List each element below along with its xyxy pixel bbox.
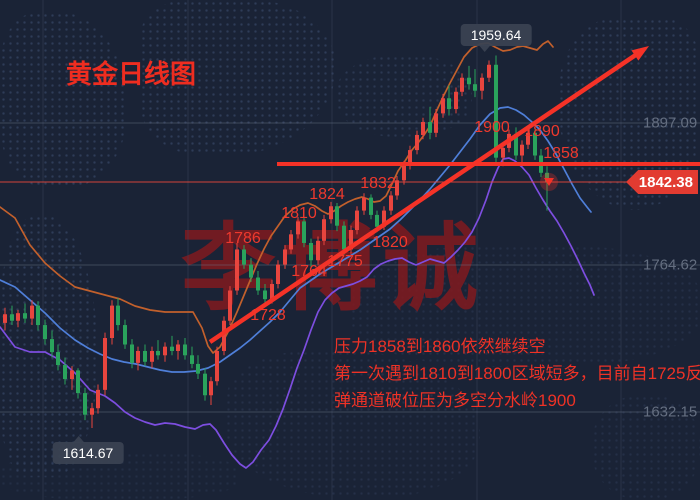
candle-body xyxy=(143,350,147,362)
candle-body xyxy=(96,389,100,409)
candle-body xyxy=(150,350,154,362)
candle-body xyxy=(235,249,239,291)
lower-band-line xyxy=(0,157,595,469)
candle-body xyxy=(176,344,180,351)
candle-body xyxy=(296,221,300,235)
candle-body xyxy=(545,172,549,183)
candle-body xyxy=(520,144,524,156)
candle-body xyxy=(428,122,432,133)
candle-body xyxy=(473,84,477,91)
candle-body xyxy=(342,225,346,250)
candle-body xyxy=(389,195,393,211)
candle-body xyxy=(110,305,114,339)
candle-body xyxy=(434,113,438,133)
candle-body xyxy=(355,210,359,231)
candle-body xyxy=(76,370,80,394)
candle-body xyxy=(116,305,120,326)
candle-body xyxy=(349,230,353,250)
trend-line xyxy=(208,51,639,344)
candle-body xyxy=(190,355,194,364)
candle-body xyxy=(170,346,174,351)
candle-body xyxy=(460,77,464,92)
candle-body xyxy=(156,350,160,356)
candle-body xyxy=(533,132,537,156)
candle-body xyxy=(228,290,232,321)
candle-body xyxy=(309,242,313,261)
candle-body xyxy=(514,133,518,156)
last-price-marker xyxy=(544,178,554,186)
candle-body xyxy=(36,305,40,326)
candle-body xyxy=(316,240,320,261)
candle-body xyxy=(263,290,267,300)
candle-body xyxy=(487,64,491,78)
candle-body xyxy=(70,370,74,380)
candle-body xyxy=(103,338,107,390)
candle-body xyxy=(50,339,54,353)
candle-body xyxy=(441,98,445,114)
middle-band-line xyxy=(0,106,592,373)
candle-body xyxy=(270,284,274,300)
candle-body xyxy=(526,132,530,145)
candle-body xyxy=(83,393,87,415)
candle-body xyxy=(196,363,200,374)
candle-body xyxy=(335,206,339,226)
candle-body xyxy=(256,277,260,291)
candle-body xyxy=(63,365,67,380)
candle-body xyxy=(302,221,306,243)
candle-body xyxy=(494,64,498,158)
candle-body xyxy=(123,325,127,345)
candle-body xyxy=(322,219,326,241)
candle-body xyxy=(16,313,20,321)
candle-body xyxy=(23,313,27,319)
candle-body xyxy=(222,320,226,351)
candle-body xyxy=(203,373,207,396)
candle-body xyxy=(362,197,366,211)
candle-body xyxy=(215,350,219,382)
candle-body xyxy=(447,98,451,110)
candle-body xyxy=(43,325,47,340)
candle-body xyxy=(382,210,386,227)
candle-body xyxy=(467,77,471,85)
candle-body xyxy=(329,206,333,220)
trend-arrowhead xyxy=(631,46,649,61)
candle-body xyxy=(10,314,14,321)
candle-body xyxy=(183,344,187,356)
candle-body xyxy=(375,214,379,227)
candle-body xyxy=(415,134,419,151)
candle-body xyxy=(136,350,140,363)
candle-body xyxy=(408,150,412,166)
candle-body xyxy=(56,352,60,366)
candle-body xyxy=(283,249,287,265)
candle-body xyxy=(30,305,34,319)
candle-body xyxy=(276,264,280,285)
candle-body xyxy=(3,314,7,323)
candle-body xyxy=(90,408,94,415)
candle-body xyxy=(421,122,425,135)
candle-body xyxy=(369,197,373,215)
candle-body xyxy=(163,346,167,356)
candle-body xyxy=(402,165,406,181)
candle-body xyxy=(289,234,293,250)
candle-body xyxy=(395,180,399,196)
upper-band-line xyxy=(0,40,554,354)
candle-body xyxy=(480,77,484,91)
candle-body xyxy=(242,249,246,265)
candle-body xyxy=(501,147,505,158)
candle-body xyxy=(209,381,213,396)
candle-body xyxy=(249,264,253,278)
candle-body xyxy=(130,344,134,363)
candle-body xyxy=(454,91,458,110)
